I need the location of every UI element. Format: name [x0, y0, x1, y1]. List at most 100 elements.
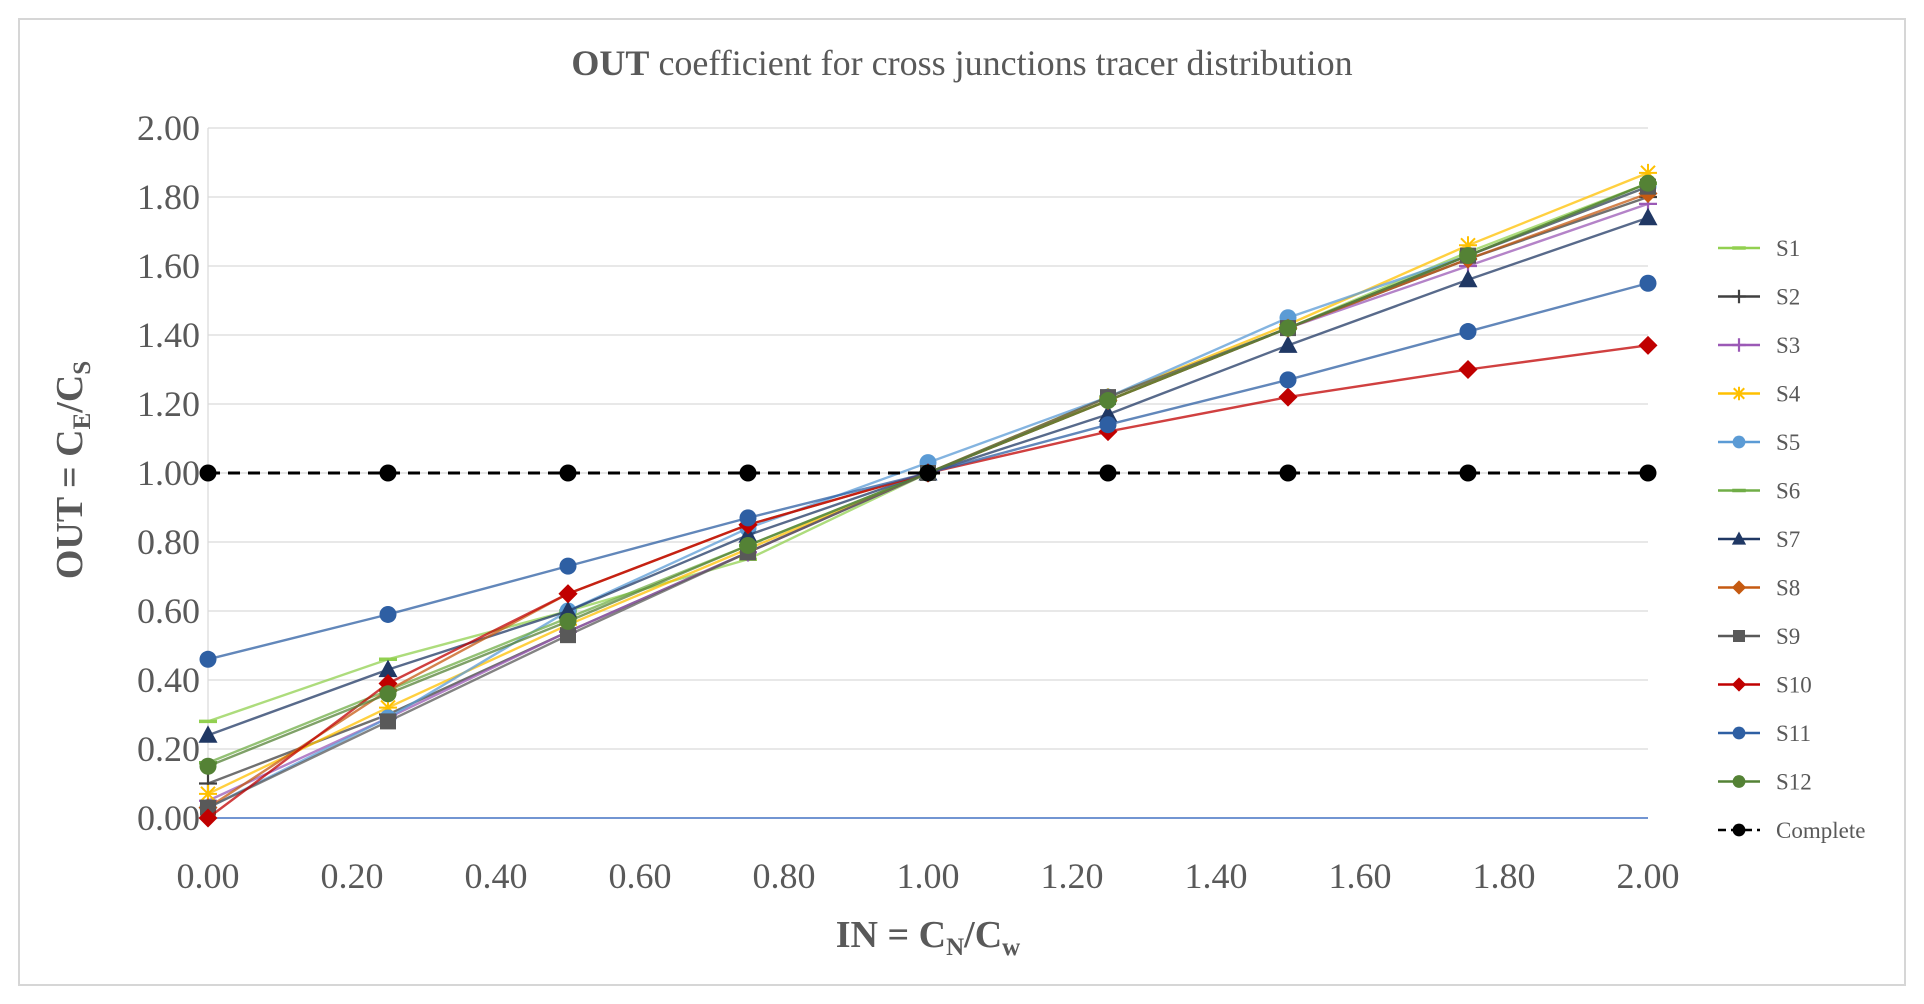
x-tick-label: 0.80: [753, 856, 816, 896]
series-line-S8: [207, 192, 1649, 809]
legend-item-S3: S3: [1718, 333, 1800, 358]
x-axis-title-sub1: N: [946, 934, 964, 961]
data-point-S11: [1459, 323, 1477, 341]
y-axis-title-sub2: S: [69, 361, 96, 375]
x-axis-ticks: 0.00 0.20 0.40 0.60 0.80 1.00 1.20 1.40 1.60 1.80…: [177, 856, 1680, 896]
chart-title-rest: coefficient for cross junctions tracer d…: [649, 43, 1352, 83]
y-tick-label: 0.40: [137, 660, 200, 700]
y-tick-label: 0.80: [137, 522, 200, 562]
legend-label: Complete: [1776, 818, 1865, 843]
x-tick-label: 0.60: [609, 856, 672, 896]
data-point-S11: [199, 650, 217, 668]
y-tick-label: 0.00: [137, 798, 200, 838]
data-point-S4: [199, 784, 217, 803]
legend-item-S4: S4: [1718, 382, 1801, 407]
legend-marker: [1732, 386, 1746, 401]
data-point-S4: [1639, 163, 1657, 182]
data-point-S7: [1638, 207, 1658, 226]
legend-item-S8: S8: [1718, 576, 1800, 601]
series-group: [198, 163, 1658, 828]
legend-label: S5: [1776, 430, 1800, 455]
y-tick-label: 1.40: [137, 315, 200, 355]
series-Complete: [199, 464, 1657, 482]
series-S5: [199, 178, 1657, 817]
legend: S1 S2 S3 S4 S5 S6 S7 S8 S9 S10 S11 S12 Complete: [1718, 236, 1865, 843]
legend-item-S9: S9: [1718, 624, 1800, 649]
data-point-S12: [199, 757, 217, 775]
y-axis-title: OUT = CE/CS: [49, 361, 96, 579]
x-tick-label: 2.00: [1617, 856, 1680, 896]
legend-item-S11: S11: [1718, 721, 1811, 746]
legend-item-S2: S2: [1718, 285, 1800, 310]
legend-marker: [1731, 677, 1747, 692]
legend-item-Complete: Complete: [1718, 818, 1865, 843]
legend-marker: [1731, 531, 1747, 545]
legend-marker: [1733, 630, 1745, 642]
data-point-S10: [1458, 360, 1478, 379]
data-point-S10: [198, 808, 218, 828]
data-point-Complete: [1279, 464, 1297, 482]
data-point-S4: [1459, 236, 1477, 255]
y-tick-label: 1.20: [137, 384, 200, 424]
y-tick-label: 1.60: [137, 246, 200, 286]
data-point-S7: [558, 601, 578, 619]
data-point-S7: [1098, 404, 1118, 422]
legend-marker: [1732, 338, 1746, 352]
data-point-S12: [739, 536, 757, 554]
data-point-Complete: [379, 464, 397, 482]
data-point-S9: [380, 713, 396, 730]
legend-label: S1: [1776, 236, 1800, 261]
legend-item-S1: S1: [1718, 236, 1800, 261]
series-line-S5: [207, 185, 1649, 809]
x-axis-title-sub2: w: [1002, 934, 1020, 961]
data-point-Complete: [1099, 464, 1117, 482]
x-tick-label: 1.40: [1185, 856, 1248, 896]
data-point-S7: [1278, 335, 1298, 353]
legend-item-S7: S7: [1718, 527, 1800, 552]
series-line-S10: [207, 344, 1649, 819]
data-point-S11: [379, 605, 397, 623]
y-tick-label: 1.00: [137, 453, 200, 493]
data-point-Complete: [739, 464, 757, 482]
data-point-S7: [198, 725, 218, 743]
data-point-S10: [1638, 335, 1658, 355]
data-point-S9: [560, 627, 576, 644]
x-tick-label: 0.40: [465, 856, 528, 896]
legend-marker: [1731, 580, 1747, 595]
legend-label: S2: [1776, 285, 1800, 310]
data-point-S12: [1279, 319, 1297, 337]
series-S2: [199, 188, 1657, 793]
x-axis-title: IN = CN/Cw: [836, 914, 1020, 961]
legend-label: S10: [1776, 673, 1812, 698]
series-S3: [199, 194, 1657, 810]
y-axis-title-sub1: E: [69, 413, 96, 430]
x-tick-label: 1.20: [1041, 856, 1104, 896]
legend-marker: [1732, 726, 1746, 740]
legend-label: S12: [1776, 770, 1812, 795]
data-point-S10: [558, 584, 578, 604]
y-axis-ticks: 0.00 0.20 0.40 0.60 0.80 1.00 1.20 1.40 1.60 1.80…: [137, 108, 200, 838]
series-S9: [200, 178, 1656, 816]
legend-marker: [1732, 289, 1746, 304]
chart-frame: [18, 18, 1906, 986]
series-line-S1: [207, 182, 1649, 723]
legend-item-S6: S6: [1718, 479, 1800, 504]
data-point-S7: [1458, 269, 1478, 288]
y-axis-title-mid: /C: [49, 375, 91, 414]
data-point-Complete: [199, 464, 217, 482]
data-point-S12: [379, 685, 397, 703]
data-point-Complete: [1459, 464, 1477, 482]
legend-label: S7: [1776, 527, 1800, 552]
legend-item-S5: S5: [1718, 430, 1800, 455]
series-S1: [199, 181, 1657, 724]
data-point-S4: [379, 698, 397, 717]
y-tick-label: 0.20: [137, 729, 200, 769]
data-point-S10: [1278, 387, 1298, 407]
data-point-Complete: [1639, 464, 1657, 482]
data-point-Complete: [559, 464, 577, 482]
y-tick-label: 1.80: [137, 177, 200, 217]
data-point-S11: [1639, 274, 1657, 292]
series-S10: [198, 335, 1658, 828]
y-tick-label: 0.60: [137, 591, 200, 631]
